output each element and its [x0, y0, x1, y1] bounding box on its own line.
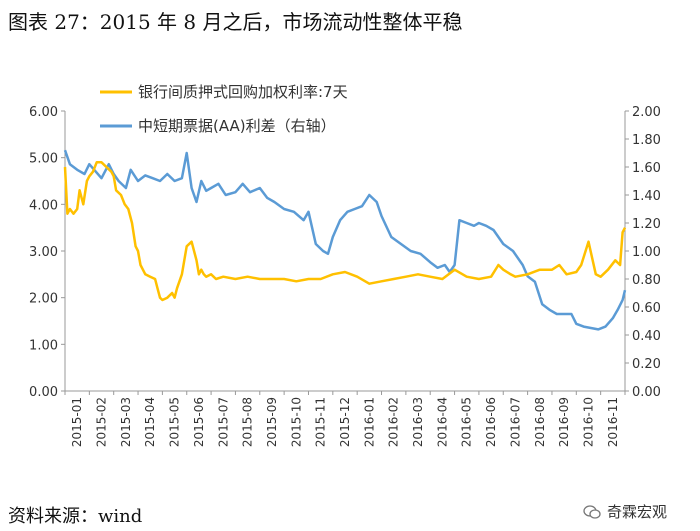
x-tick-label: 2016-11: [606, 397, 620, 447]
y-right-tick-label: 1.20: [632, 217, 661, 232]
x-tick-label: 2015-06: [192, 397, 206, 447]
y-right-tick-label: 1.00: [632, 245, 661, 260]
x-tick-label: 2015-08: [241, 397, 255, 447]
legend-label-yield: 银行间质押式回购加权利率:7天: [138, 83, 348, 101]
y-left-tick-label: 5.00: [29, 152, 58, 167]
x-tick-label: 2016-06: [484, 397, 498, 447]
legend: 银行间质押式回购加权利率:7天 中短期票据(AA)利差（右轴）: [100, 83, 348, 135]
x-tick-label: 2015-01: [70, 397, 84, 447]
y-left-tick-label: 3.00: [29, 245, 58, 260]
x-tick-label: 2016-04: [435, 397, 449, 447]
y-right-tick-label: 0.20: [632, 357, 661, 372]
x-tick-label: 2015-02: [95, 397, 109, 447]
x-tick-label: 2016-02: [387, 397, 401, 447]
x-tick-label: 2015-04: [143, 397, 157, 447]
chart-title: 图表 27：2015 年 8 月之后，市场流动性整体平稳: [8, 10, 463, 34]
brand-name: 奇霖宏观: [607, 503, 668, 521]
series-lines: [63, 149, 627, 331]
line-chart: 银行间质押式回购加权利率:7天 中短期票据(AA)利差（右轴） 0.00 1.00…: [29, 83, 661, 447]
x-tick-label: 2016-05: [460, 397, 474, 447]
axes: 0.00 1.00 2.00 3.00 4.00 5.00 6.00 0.00 0.20 0.40…: [29, 105, 661, 447]
x-tick-label: 2016-07: [508, 397, 522, 447]
series-line-spread: [63, 149, 627, 331]
x-tick-label: 2015-05: [168, 397, 182, 447]
y-left-tick-label: 0.00: [29, 385, 58, 400]
y-right-tick-label: 2.00: [632, 105, 661, 120]
x-tick-label: 2016-08: [533, 397, 547, 447]
x-tick-label: 2015-07: [216, 397, 230, 447]
wechat-icon: [583, 504, 601, 519]
series-line-yield: [63, 161, 627, 302]
y-right-tick-label: 0.40: [632, 329, 661, 344]
y-right-tick-label: 0.00: [632, 385, 661, 400]
y-left-tick-label: 4.00: [29, 198, 58, 213]
y-right-tick-label: 1.40: [632, 189, 661, 204]
x-tick-label: 2016-01: [362, 397, 376, 447]
x-tick-label: 2015-11: [314, 397, 328, 447]
y-right-tick-label: 0.60: [632, 301, 661, 316]
y-right-tick-label: 0.80: [632, 273, 661, 288]
legend-label-spread: 中短期票据(AA)利差（右轴）: [138, 117, 336, 135]
x-tick-label: 2016-10: [581, 397, 595, 447]
y-left-tick-label: 1.00: [29, 338, 58, 353]
y-right-tick-label: 1.80: [632, 133, 661, 148]
y-right-tick-label: 1.60: [632, 161, 661, 176]
x-tick-label: 2015-10: [289, 397, 303, 447]
x-tick-label: 2016-03: [411, 397, 425, 447]
x-tick-label: 2016-09: [557, 397, 571, 447]
brand-watermark: 奇霖宏观: [583, 501, 667, 522]
y-left-tick-label: 2.00: [29, 292, 58, 307]
y-left-tick-label: 6.00: [29, 105, 58, 120]
source-note: 资料来源：wind: [8, 506, 143, 527]
x-tick-label: 2015-03: [119, 397, 133, 447]
x-tick-label: 2015-12: [338, 397, 352, 447]
x-tick-label: 2015-09: [265, 397, 279, 447]
